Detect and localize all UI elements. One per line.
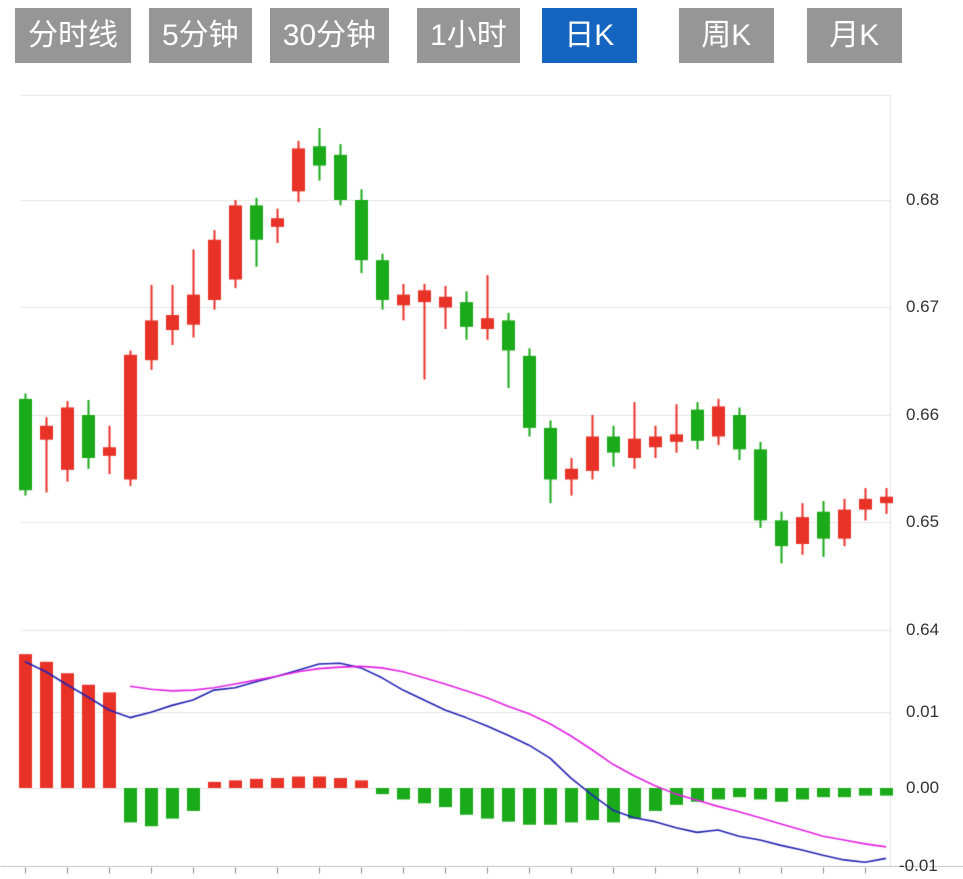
tab-timeline[interactable]: 分时线 <box>15 8 131 63</box>
indicator-axis-label: 0.01 <box>906 702 940 721</box>
tab-30min[interactable]: 30分钟 <box>269 8 390 63</box>
tab-daily-k[interactable]: 日K <box>541 8 637 63</box>
tab-monthly-k[interactable]: 月K <box>806 8 902 63</box>
price-axis-label: 0.64 <box>906 620 940 639</box>
price-axis-label: 0.67 <box>906 297 940 316</box>
indicator-axis-label: 0.00 <box>906 778 940 797</box>
price-axis-label: 0.66 <box>906 405 940 424</box>
indicator-axis-label: -0.01 <box>899 856 938 875</box>
interval-tabbar: 分时线 5分钟 30分钟 1小时 日K 周K 月K <box>0 0 902 63</box>
tab-1hour[interactable]: 1小时 <box>417 8 520 63</box>
price-axis-label: 0.68 <box>906 190 940 209</box>
tab-weekly-k[interactable]: 周K <box>678 8 774 63</box>
price-axis-label: 0.65 <box>906 512 940 531</box>
tab-5min[interactable]: 5分钟 <box>149 8 252 63</box>
